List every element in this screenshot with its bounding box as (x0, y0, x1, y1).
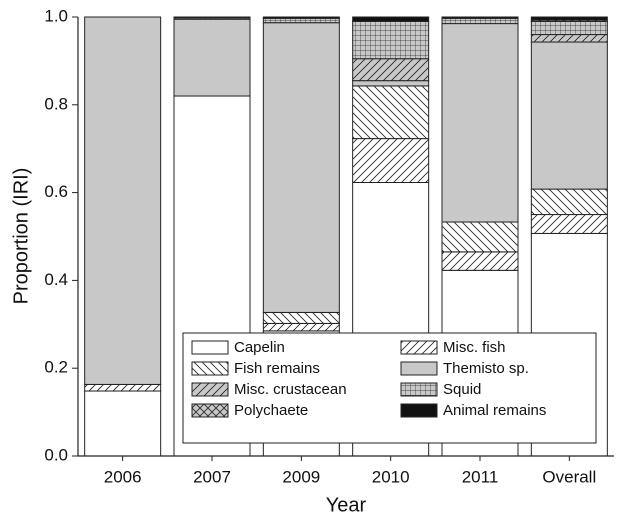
legend-swatch-pattern (192, 362, 228, 375)
bar-segment-pattern (352, 58, 429, 81)
y-axis-label: Proportion (IRI) (10, 168, 32, 305)
legend: Capelin Misc. fish Fish remains Themisto sp… (182, 332, 597, 444)
legend-label: Animal remains (443, 402, 546, 419)
bar-segment-pattern (263, 323, 340, 331)
legend-swatch-pattern (401, 341, 437, 354)
bar-segment (441, 16, 519, 19)
bar-segment (530, 41, 608, 190)
legend-label: Squid (443, 381, 481, 398)
y-tick-label: 1.0 (44, 6, 68, 25)
legend-label: Themisto sp. (443, 360, 529, 377)
bar-segment-pattern (263, 312, 340, 324)
bar-segment-pattern (442, 18, 518, 24)
x-tick-label: 2010 (372, 467, 410, 486)
x-tick-label: Overall (542, 467, 596, 486)
bar-segment-pattern (352, 138, 429, 183)
bar-segment (84, 16, 162, 385)
legend-label: Misc. crustacean (234, 381, 347, 398)
legend-swatch (400, 403, 438, 418)
bar-segment-pattern (352, 85, 429, 139)
legend-label: Misc. fish (443, 339, 506, 356)
y-tick-label: 0.6 (44, 182, 68, 201)
legend-box (182, 332, 597, 444)
bar-segment-pattern (531, 34, 608, 43)
bar-segment-pattern (442, 222, 518, 252)
x-tick-label: 2006 (104, 467, 142, 486)
legend-swatch-pattern (401, 383, 437, 396)
bar-segment-pattern (174, 17, 250, 20)
bar-segment (530, 16, 608, 21)
bar-segment-pattern (531, 21, 608, 35)
legend-swatch (191, 340, 229, 355)
bar-segment (173, 18, 251, 97)
x-tick-label: 2009 (282, 467, 320, 486)
bar-segment (441, 23, 519, 223)
bar-segment (352, 16, 430, 22)
bar-segment-pattern (442, 251, 518, 271)
bar-segment (352, 80, 430, 87)
bar-segment-pattern (84, 384, 161, 392)
bar-segment-pattern (352, 21, 429, 59)
bar-segment (173, 16, 251, 19)
x-tick-label: 2011 (462, 467, 499, 486)
y-tick-label: 0.4 (44, 270, 68, 289)
bar-segment (84, 390, 162, 457)
bar-segment (262, 22, 340, 313)
legend-swatch-pattern (192, 404, 228, 417)
legend-swatch (400, 361, 438, 376)
legend-swatch-pattern (192, 383, 228, 396)
bar-segment-pattern (531, 189, 608, 215)
bar-segment (262, 16, 340, 19)
y-tick-label: 0.0 (44, 445, 68, 464)
legend-label: Fish remains (234, 360, 320, 377)
bar-segment-pattern (531, 214, 608, 234)
x-axis-label: Year (326, 494, 367, 516)
x-tick-label: 2007 (193, 467, 231, 486)
legend-label: Capelin (234, 339, 285, 356)
legend-label: Polychaete (234, 402, 308, 419)
y-tick-label: 0.8 (44, 94, 68, 113)
bar-segment-pattern (263, 18, 340, 23)
y-tick-label: 0.2 (44, 358, 68, 377)
bar-segment-pattern (531, 20, 608, 22)
